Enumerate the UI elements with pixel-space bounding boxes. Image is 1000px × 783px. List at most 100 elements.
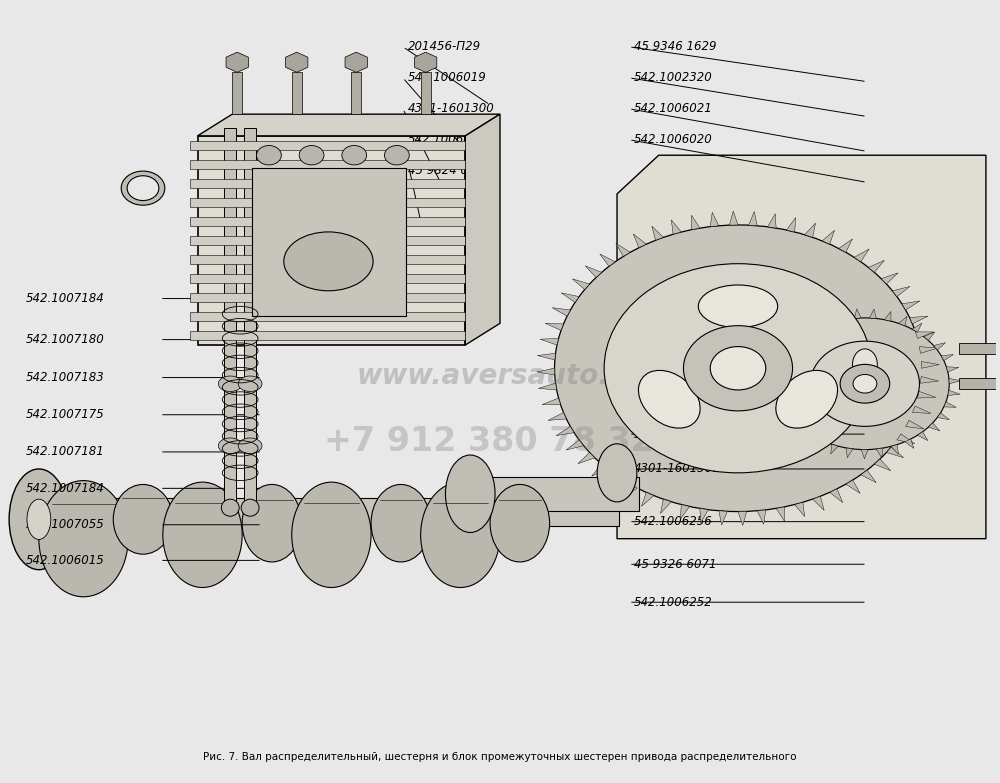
- Polygon shape: [846, 480, 860, 493]
- FancyBboxPatch shape: [190, 217, 465, 226]
- FancyBboxPatch shape: [244, 128, 256, 507]
- Ellipse shape: [257, 146, 281, 165]
- Text: 542.1006020: 542.1006020: [634, 133, 713, 146]
- Polygon shape: [886, 447, 904, 458]
- Ellipse shape: [638, 370, 700, 428]
- Polygon shape: [892, 287, 910, 297]
- Text: 542.1007184: 542.1007184: [26, 292, 105, 305]
- FancyBboxPatch shape: [190, 312, 465, 321]
- Polygon shape: [861, 449, 868, 459]
- Polygon shape: [854, 309, 861, 319]
- Polygon shape: [585, 265, 602, 277]
- FancyBboxPatch shape: [24, 498, 619, 525]
- Polygon shape: [600, 254, 615, 266]
- Text: 542.1007181: 542.1007181: [26, 446, 105, 458]
- Circle shape: [683, 326, 793, 411]
- Polygon shape: [805, 223, 816, 237]
- Polygon shape: [796, 331, 807, 340]
- Polygon shape: [719, 511, 727, 525]
- Ellipse shape: [853, 349, 877, 380]
- Ellipse shape: [218, 376, 242, 392]
- Ellipse shape: [221, 500, 239, 516]
- Polygon shape: [946, 366, 959, 372]
- Text: 542.1006240: 542.1006240: [634, 428, 713, 441]
- FancyBboxPatch shape: [232, 71, 242, 114]
- Text: 542.1006021: 542.1006021: [634, 103, 713, 115]
- Ellipse shape: [292, 482, 371, 587]
- Polygon shape: [537, 353, 556, 360]
- Text: +7 912 380 78 320: +7 912 380 78 320: [324, 425, 676, 458]
- Polygon shape: [538, 383, 557, 390]
- Polygon shape: [572, 279, 590, 290]
- Polygon shape: [771, 366, 784, 371]
- Text: 201456-П29: 201456-П29: [408, 40, 481, 53]
- FancyBboxPatch shape: [198, 136, 465, 345]
- Polygon shape: [912, 406, 931, 413]
- Ellipse shape: [242, 485, 302, 562]
- Polygon shape: [465, 114, 500, 345]
- Circle shape: [853, 374, 877, 393]
- Polygon shape: [545, 323, 564, 330]
- Ellipse shape: [218, 438, 242, 453]
- Polygon shape: [769, 378, 781, 383]
- Polygon shape: [561, 293, 579, 302]
- Polygon shape: [891, 445, 898, 454]
- Text: Рис. 7. Вал распределительный, шестерня и блок промежуточных шестерен привода ра: Рис. 7. Вал распределительный, шестерня …: [203, 752, 797, 762]
- Text: 4301-1601300: 4301-1601300: [408, 103, 495, 115]
- FancyBboxPatch shape: [292, 71, 302, 114]
- Polygon shape: [801, 431, 812, 440]
- Polygon shape: [912, 323, 922, 332]
- Text: 45 9346 1629: 45 9346 1629: [634, 40, 716, 53]
- Polygon shape: [786, 218, 796, 232]
- Ellipse shape: [238, 376, 262, 392]
- Circle shape: [840, 364, 890, 403]
- FancyBboxPatch shape: [190, 274, 465, 283]
- Polygon shape: [902, 301, 920, 310]
- Text: www.aversauto.ru: www.aversauto.ru: [357, 362, 643, 390]
- Ellipse shape: [698, 285, 778, 327]
- Ellipse shape: [776, 370, 838, 428]
- FancyBboxPatch shape: [190, 331, 465, 340]
- Polygon shape: [710, 212, 719, 226]
- Polygon shape: [537, 368, 555, 375]
- FancyBboxPatch shape: [224, 128, 236, 507]
- Polygon shape: [785, 342, 797, 349]
- FancyBboxPatch shape: [190, 198, 465, 207]
- Polygon shape: [899, 316, 907, 326]
- Polygon shape: [948, 390, 960, 395]
- Ellipse shape: [241, 500, 259, 516]
- Circle shape: [604, 264, 872, 473]
- Polygon shape: [917, 431, 928, 441]
- Polygon shape: [941, 355, 954, 361]
- Polygon shape: [874, 459, 891, 471]
- Polygon shape: [777, 354, 789, 360]
- Polygon shape: [770, 390, 782, 395]
- Polygon shape: [729, 211, 738, 225]
- Ellipse shape: [284, 232, 373, 290]
- Polygon shape: [700, 508, 708, 523]
- Text: 542.1007184: 542.1007184: [26, 482, 105, 495]
- Polygon shape: [906, 420, 924, 429]
- Ellipse shape: [384, 146, 409, 165]
- Polygon shape: [813, 496, 824, 511]
- Polygon shape: [776, 507, 785, 521]
- Polygon shape: [691, 215, 700, 229]
- Polygon shape: [824, 316, 832, 326]
- FancyBboxPatch shape: [252, 168, 406, 316]
- Polygon shape: [641, 493, 654, 507]
- Polygon shape: [869, 309, 876, 319]
- Ellipse shape: [163, 482, 242, 587]
- FancyBboxPatch shape: [959, 378, 1000, 389]
- Polygon shape: [910, 316, 928, 324]
- Polygon shape: [917, 392, 936, 398]
- Text: 542.1006019: 542.1006019: [408, 71, 487, 85]
- Circle shape: [781, 318, 949, 449]
- Ellipse shape: [490, 485, 550, 562]
- Polygon shape: [738, 511, 747, 525]
- Text: 45 9824 0270: 45 9824 0270: [408, 164, 490, 177]
- Ellipse shape: [238, 438, 262, 453]
- FancyBboxPatch shape: [190, 179, 465, 188]
- Polygon shape: [822, 230, 835, 244]
- Text: 542.1002320: 542.1002320: [634, 71, 713, 85]
- Polygon shape: [928, 423, 940, 431]
